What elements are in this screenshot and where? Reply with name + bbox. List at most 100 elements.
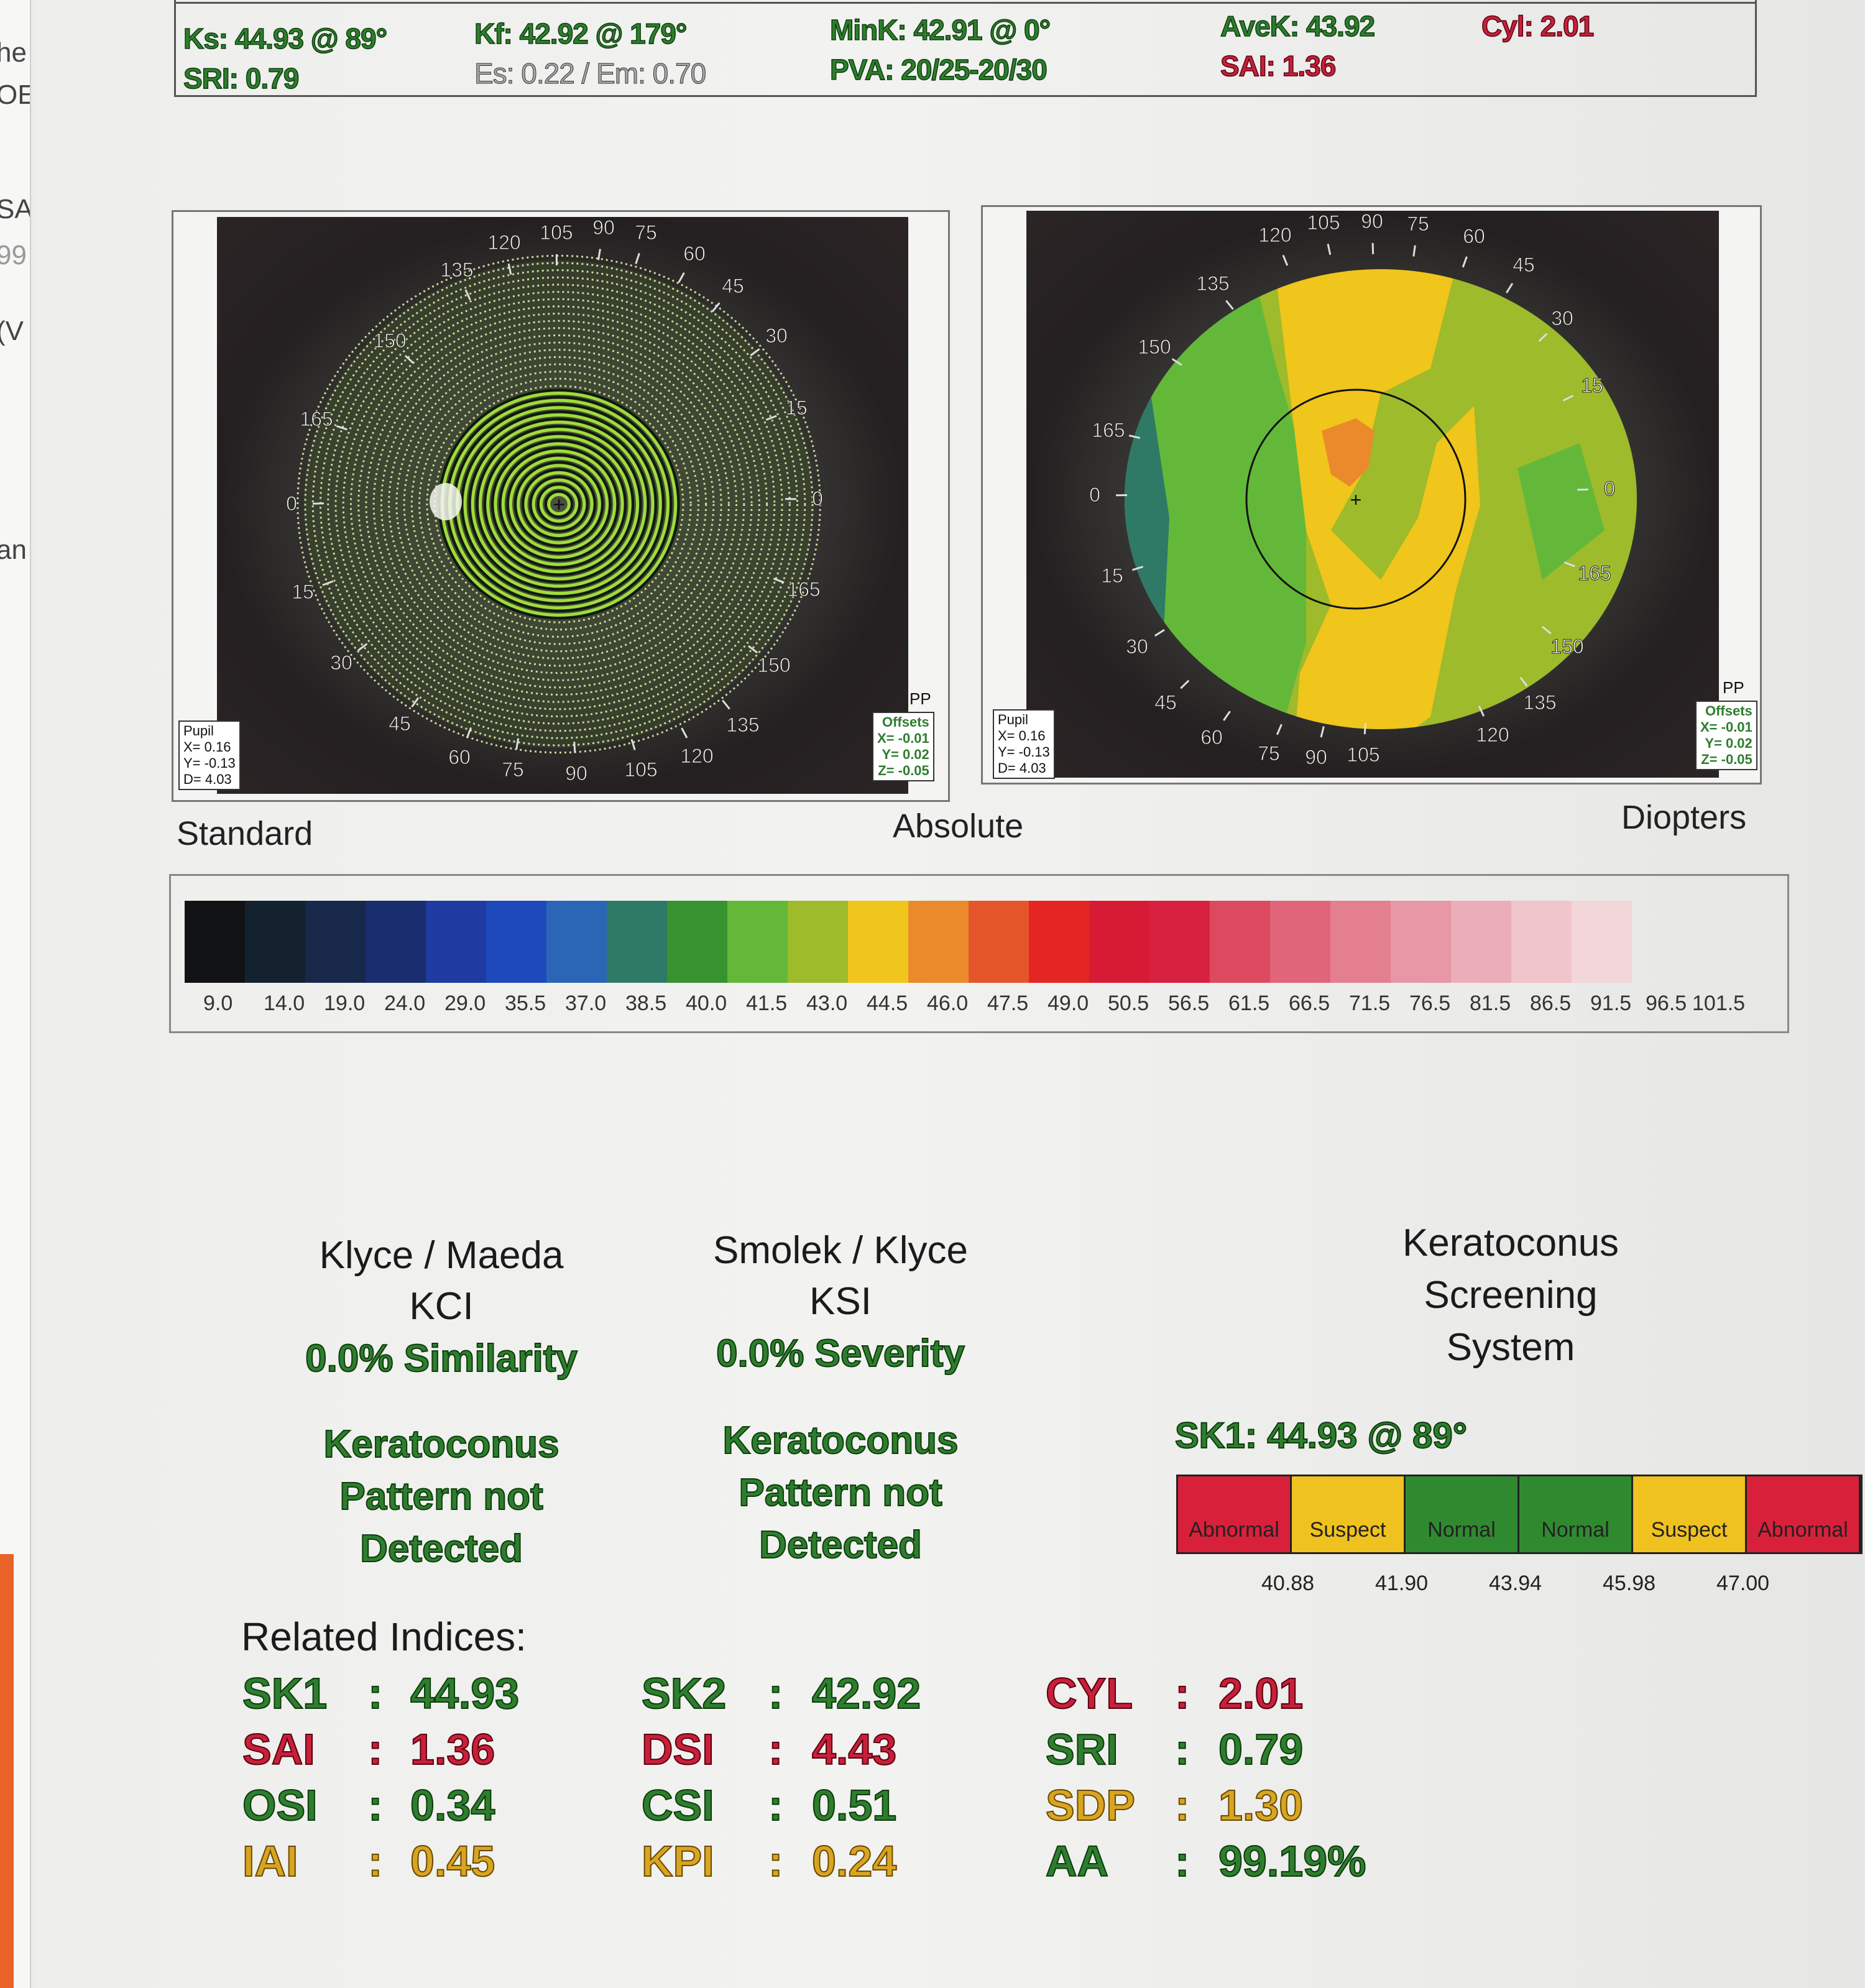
- placido-ring: [509, 456, 609, 552]
- scale-swatch: [366, 901, 426, 983]
- angle-tick: [1538, 333, 1548, 343]
- angle-label: 120: [487, 231, 520, 254]
- placido-ring-gap: [513, 461, 604, 548]
- angle-label: 45: [722, 275, 744, 297]
- scale-swatch: [667, 901, 727, 983]
- index-name: OSI: [242, 1780, 318, 1830]
- angle-tick: [357, 643, 368, 651]
- placido-ring: [380, 334, 738, 674]
- scale-tick-label: 35.5: [505, 992, 546, 1015]
- angle-label: 90: [1305, 746, 1327, 768]
- placido-ring: [524, 471, 594, 537]
- angle-label: 15: [292, 581, 314, 603]
- angle-label: 165: [787, 578, 820, 601]
- scale-tick-label: 96.5: [1646, 992, 1687, 1015]
- placido-ring-gap: [529, 476, 589, 533]
- offset-x: X= -0.01: [877, 730, 929, 746]
- kci-subtitle: KCI: [409, 1285, 474, 1328]
- placido-ring: [297, 254, 821, 754]
- kss-title-line3: System: [1446, 1326, 1575, 1369]
- standard-map-panel: +105 90 75 120 60 135 45 150 30 165 15 0 0 15 165 30 150…: [172, 210, 950, 802]
- index-value: 0.79: [1218, 1724, 1304, 1774]
- orange-tab: [0, 1554, 14, 1988]
- angle-label: 15: [785, 397, 808, 419]
- scale-tick-label: 49.0: [1048, 992, 1089, 1015]
- topography-map: +120 105 90 75 60 45 30 15 135 150 165 0 0 165 15 30 150…: [1089, 210, 1637, 769]
- edge-text: an: [0, 535, 27, 565]
- pupil-title: Pupil: [183, 723, 214, 739]
- offset-y: Y= 0.02: [1705, 735, 1752, 751]
- index-name: KPI: [641, 1836, 715, 1886]
- pp-label: PP: [1723, 678, 1744, 697]
- index-value: 0.51: [811, 1780, 897, 1830]
- ksi-title: Smolek / Klyce: [712, 1229, 969, 1272]
- angle-tick: [336, 425, 348, 431]
- edge-text: he: [0, 37, 27, 68]
- placido-ring-gap: [491, 439, 627, 569]
- angle-label: 135: [1523, 691, 1556, 714]
- index-name: SK2: [641, 1668, 727, 1718]
- angle-label: 30: [1551, 307, 1573, 329]
- topography-colors: [1125, 269, 1637, 729]
- index-colon: :: [367, 1780, 383, 1830]
- ksi-result-line1: Keratoconus: [722, 1419, 959, 1463]
- es-em-value: Es: 0.22 / Em: 0.70: [474, 57, 706, 90]
- angle-tick: [466, 727, 472, 739]
- angle-tick: [404, 355, 415, 364]
- angle-tick: [681, 727, 688, 739]
- scale-tick-label: 29.0: [444, 992, 486, 1015]
- scale-swatch: [1511, 901, 1572, 983]
- placido-ring: [463, 413, 655, 596]
- scale-tick-label: 46.0: [927, 992, 969, 1015]
- scale-swatch: [305, 901, 366, 983]
- ksi-severity: 0.0% Severity: [716, 1332, 965, 1376]
- sri-value: SRI: 0.79: [183, 62, 300, 95]
- kss-segment: Abnormal: [1747, 1476, 1861, 1552]
- placido-ring: [304, 262, 814, 747]
- kf-value: Kf: 42.92 @ 179°: [474, 17, 688, 50]
- scale-tick-label: 47.5: [987, 992, 1029, 1015]
- angle-label: 60: [1463, 225, 1485, 247]
- offsets-box: Offsets X= -0.01 Y= 0.02 Z= -0.05: [1695, 701, 1757, 770]
- mink-value: MinK: 42.91 @ 0°: [829, 13, 1051, 47]
- kss-tick-label: 40.88: [1261, 1572, 1315, 1595]
- angle-label: 120: [1258, 224, 1291, 246]
- angle-tick: [1225, 300, 1234, 310]
- scale-swatch: [1270, 901, 1330, 983]
- scale-tick-label: 76.5: [1409, 992, 1451, 1015]
- scale-swatch: [1330, 901, 1391, 983]
- pupil-d: D= 4.03: [998, 760, 1046, 776]
- placido-ring: [426, 377, 692, 631]
- angle-tick: [748, 645, 758, 654]
- angle-label: 165: [1092, 419, 1125, 441]
- label-diopters: Diopters: [1621, 799, 1747, 836]
- offset-z: Z= -0.05: [878, 763, 929, 778]
- kss-segment: Abnormal: [1178, 1476, 1292, 1552]
- offset-y: Y= 0.02: [882, 747, 929, 762]
- scale-swatch: [1089, 901, 1149, 983]
- edge-text: 99: [0, 240, 27, 270]
- index-colon: :: [367, 1836, 383, 1886]
- related-indices-title: Related Indices:: [241, 1614, 527, 1659]
- kss-segment-label: Suspect: [1651, 1518, 1728, 1542]
- angle-label: 105: [540, 221, 573, 244]
- label-standard: Standard: [177, 815, 313, 852]
- angle-tick: [1132, 566, 1144, 571]
- scale-tick-label: 61.5: [1228, 992, 1270, 1015]
- placido-ring: [539, 485, 579, 523]
- angle-tick: [1478, 706, 1485, 717]
- angle-tick: [773, 578, 785, 584]
- offset-x: X= -0.01: [1700, 719, 1752, 735]
- angle-tick: [1563, 561, 1575, 568]
- index-colon: :: [768, 1780, 783, 1830]
- scale-tick-label: 71.5: [1349, 992, 1391, 1015]
- label-absolute: Absolute: [893, 808, 1024, 845]
- angle-tick: [635, 252, 640, 264]
- edge-text: (V: [0, 316, 24, 346]
- angle-tick: [573, 742, 576, 753]
- placido-ring: [486, 435, 632, 574]
- kci-result-line2: Pattern not: [339, 1475, 543, 1519]
- kss-segment-label: Normal: [1541, 1518, 1609, 1542]
- angle-label: 105: [1307, 211, 1340, 234]
- scale-tick-label: 101.5: [1692, 992, 1746, 1015]
